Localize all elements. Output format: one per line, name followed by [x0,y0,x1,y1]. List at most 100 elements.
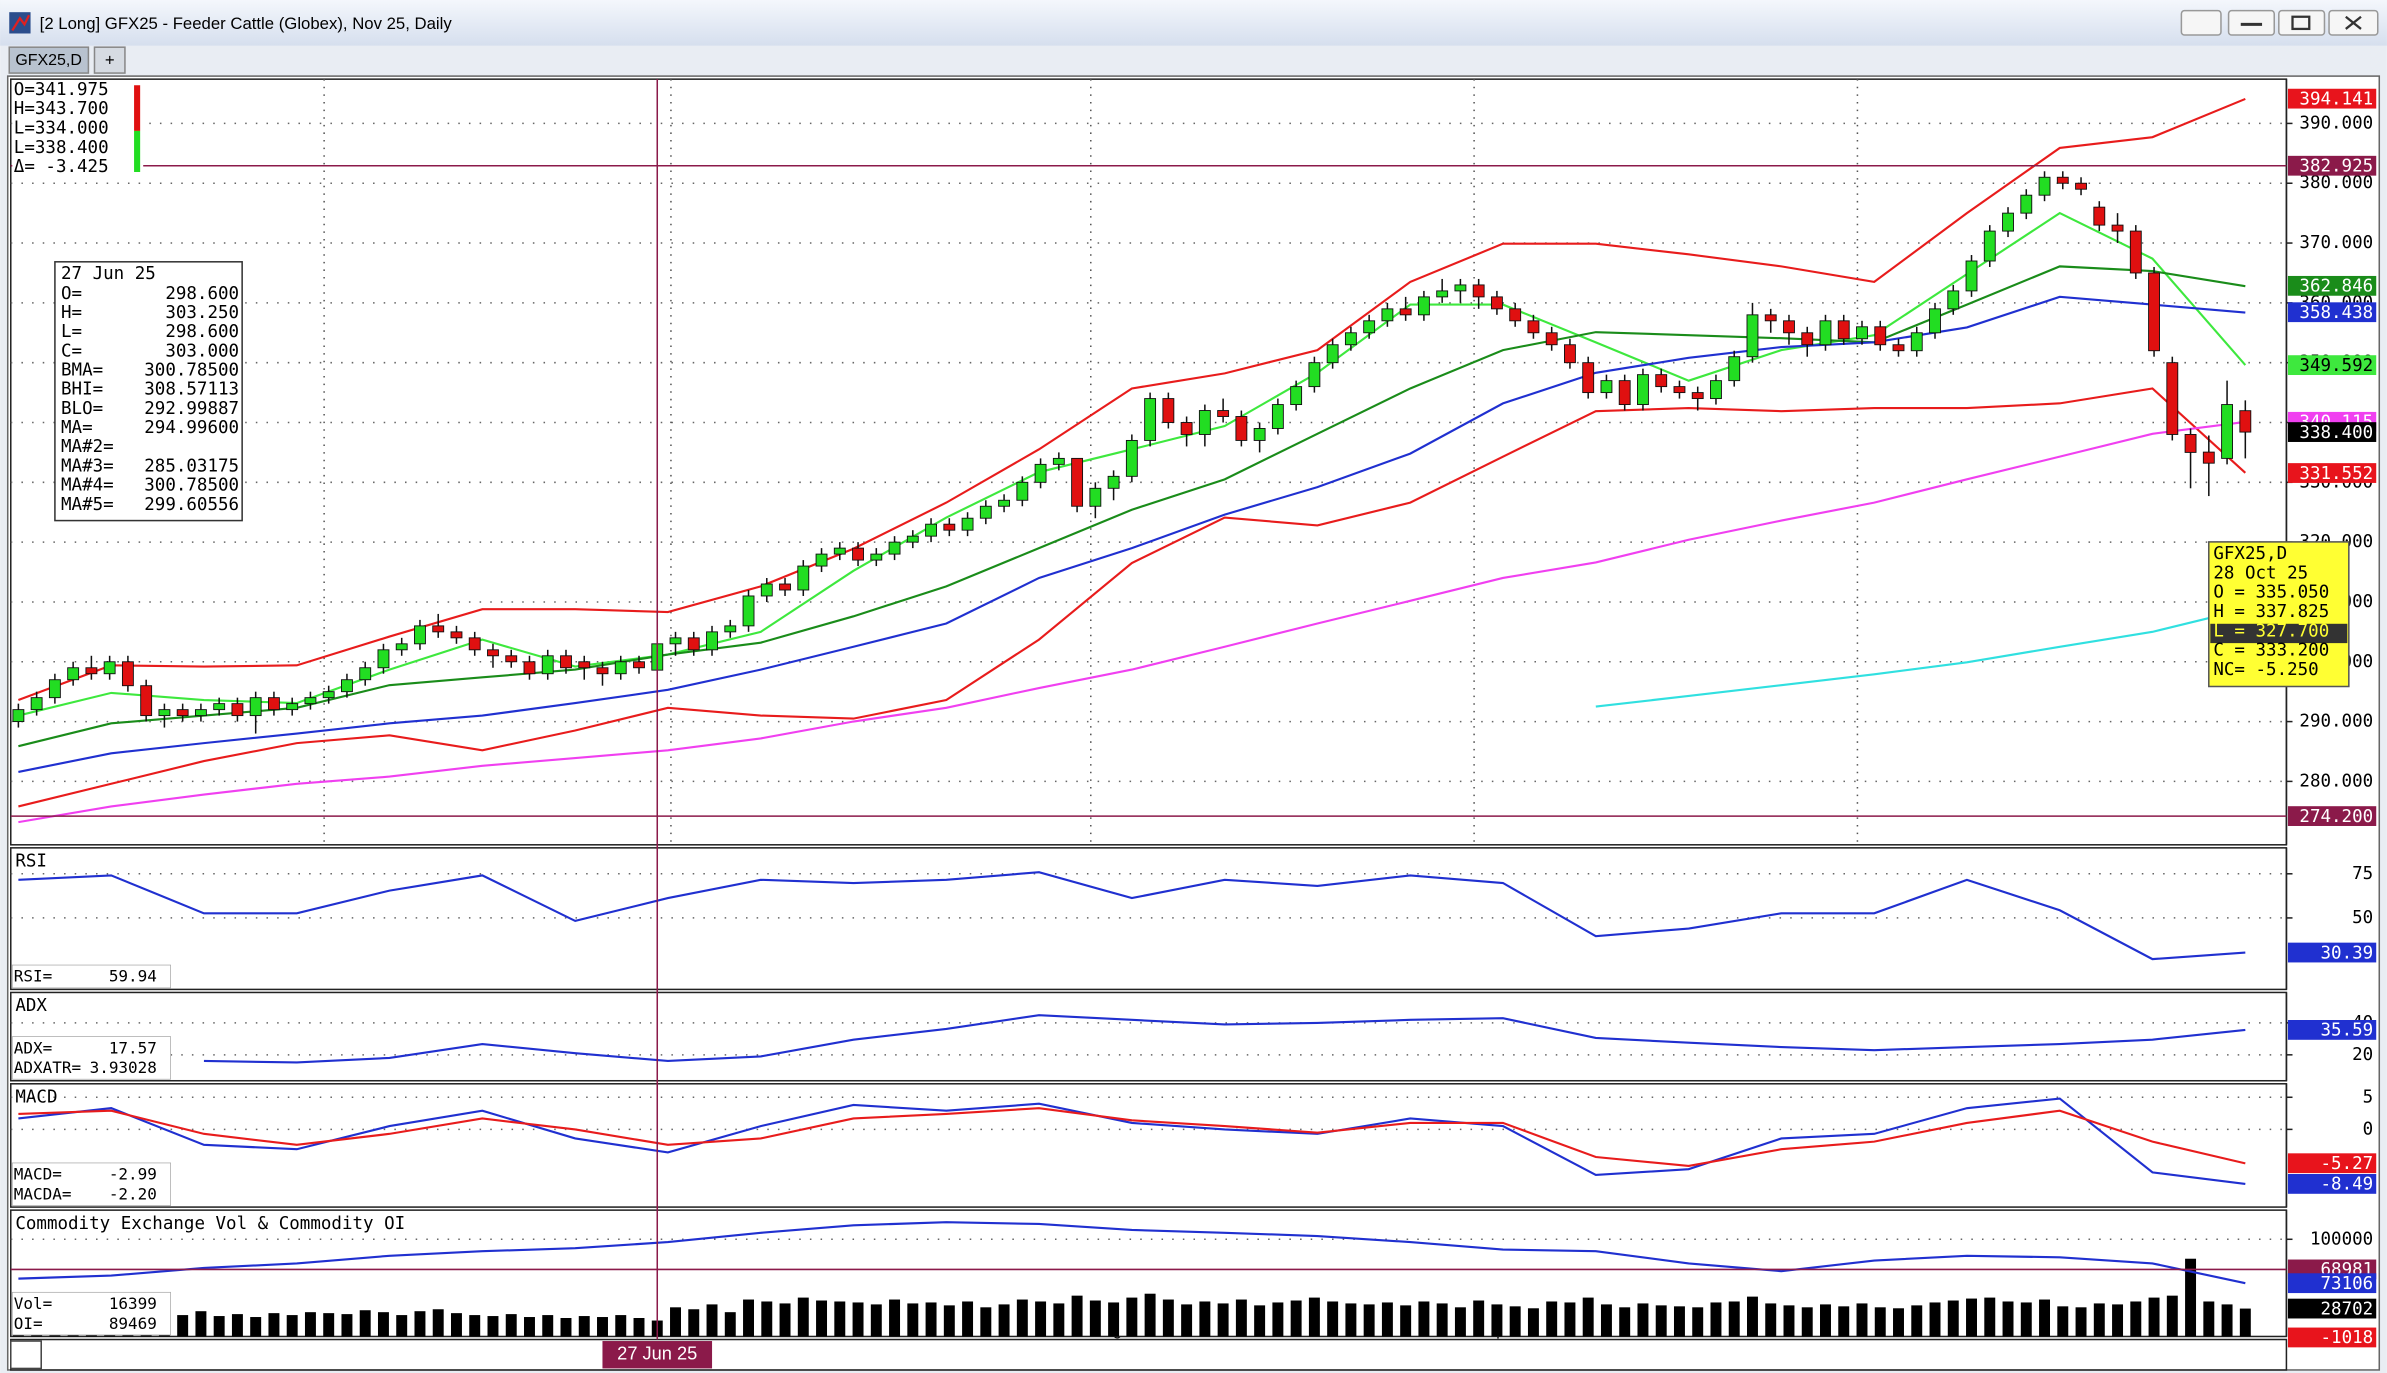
volume-bar [943,1305,955,1337]
candle-body [1983,230,1996,262]
value-marker [2287,1273,2377,1294]
volume-bar [1454,1307,1466,1337]
volume-bar [1035,1301,1047,1337]
info-value: 300.78500 [144,476,239,496]
volume-bar [2185,1258,2197,1337]
volume-bar [816,1300,828,1337]
candle-body [1436,290,1449,298]
symbol-tab[interactable] [8,46,90,74]
volume-bar [2002,1301,2014,1337]
volume-bar [487,1316,499,1337]
volume-bar [1619,1307,1631,1337]
indicator-line [18,871,2246,961]
y-tick-label: 0 [2363,1119,2374,1139]
info-value: 294.99600 [144,418,239,438]
candle-body [2239,410,2252,433]
volume-bar [1564,1302,1576,1337]
volume-bar [2075,1307,2087,1337]
volume-bar [2130,1301,2142,1337]
value-marker [2287,88,2377,109]
volume-bar [1363,1304,1375,1337]
info-value: 298.600 [165,322,239,342]
candle-body [1947,290,1960,310]
volume-bar [1765,1303,1777,1337]
y-tick-label: 390.000 [2299,113,2373,133]
scroll-box [10,1340,42,1370]
volume-bar [1071,1295,1083,1337]
value-marker [2287,1298,2377,1319]
candle-body [377,649,390,669]
info-label: BMA= [61,360,103,380]
candle-body [158,709,171,717]
candle-body [541,655,554,675]
price-readout: L=338.400 [14,138,109,158]
volume-bar [925,1302,937,1337]
volume-bar [1126,1297,1138,1337]
candle-body [1454,284,1467,292]
candle-body [30,697,43,711]
candle-body [176,709,189,717]
readout-label: ADXATR= [14,1058,81,1077]
overlay-line [18,97,2246,702]
info-value: 285.03175 [144,456,239,476]
readout-label: MACDA= [14,1184,72,1203]
volume-bar [1838,1306,1850,1337]
plot-layer [10,97,2287,1337]
hover-row: GFX25,D [2213,544,2287,564]
volume-bar [1491,1304,1503,1337]
volume-bar [633,1318,645,1337]
volume-bar [578,1316,590,1337]
value-marker-label: 382.925 [2299,156,2373,176]
candle-body [1071,457,1084,507]
candle-body [833,547,846,555]
readout-value: 16399 [109,1294,157,1313]
close-icon [2345,15,2362,30]
maximize-button[interactable] [2278,9,2326,36]
volume-bar [323,1313,335,1337]
candle-body [213,703,226,711]
volume-bar [450,1313,462,1337]
new-tab-button[interactable] [93,46,126,74]
crosshair-label: 27 Jun 25 [617,1343,697,1364]
candle-body [797,565,810,591]
candle-body [998,499,1011,507]
link-button[interactable] [2180,9,2222,36]
overlay-line [1595,608,2246,708]
volume-bar [1199,1301,1211,1337]
hover-box [2208,541,2350,688]
candle-body [706,631,718,651]
volume-bar [1801,1307,1813,1337]
candle-body [67,667,80,681]
volume-bar [1400,1305,1412,1337]
app-icon-line [11,14,31,32]
volume-bar [2112,1304,2124,1337]
volume-bar [1820,1304,1831,1337]
indicator-line [18,1097,2246,1186]
candle-body [359,667,372,681]
pane-title: ADX [15,996,47,1016]
candle-body [194,709,207,717]
volume-bar [560,1318,572,1337]
value-marker-label: 35.59 [2320,1021,2373,1041]
candle-body [1819,320,1832,346]
value-marker [2287,1174,2377,1194]
volume-bar [1089,1300,1101,1337]
volume-bar [1144,1293,1156,1337]
volume-bar [1546,1301,1558,1337]
volume-bar [396,1315,408,1337]
x-axis [10,1338,2288,1371]
window-title: [2 Long] GFX25 - Feeder Cattle (Globex),… [40,14,453,33]
mini-candle-down [134,85,141,131]
readout-bg [11,964,171,989]
volume-bar [797,1297,809,1337]
volume-bar [250,1317,262,1337]
y-tick-label: 280.000 [2299,771,2373,791]
candle-body [1673,386,1686,394]
crosshair-label-bg [602,1341,713,1369]
candle-body [2002,212,2014,232]
value-marker [2287,302,2377,323]
volume-bar [1345,1303,1357,1337]
price-readout: H=343.700 [14,99,109,119]
y-tick-label: 290.000 [2299,712,2373,732]
candle-body [742,595,755,627]
